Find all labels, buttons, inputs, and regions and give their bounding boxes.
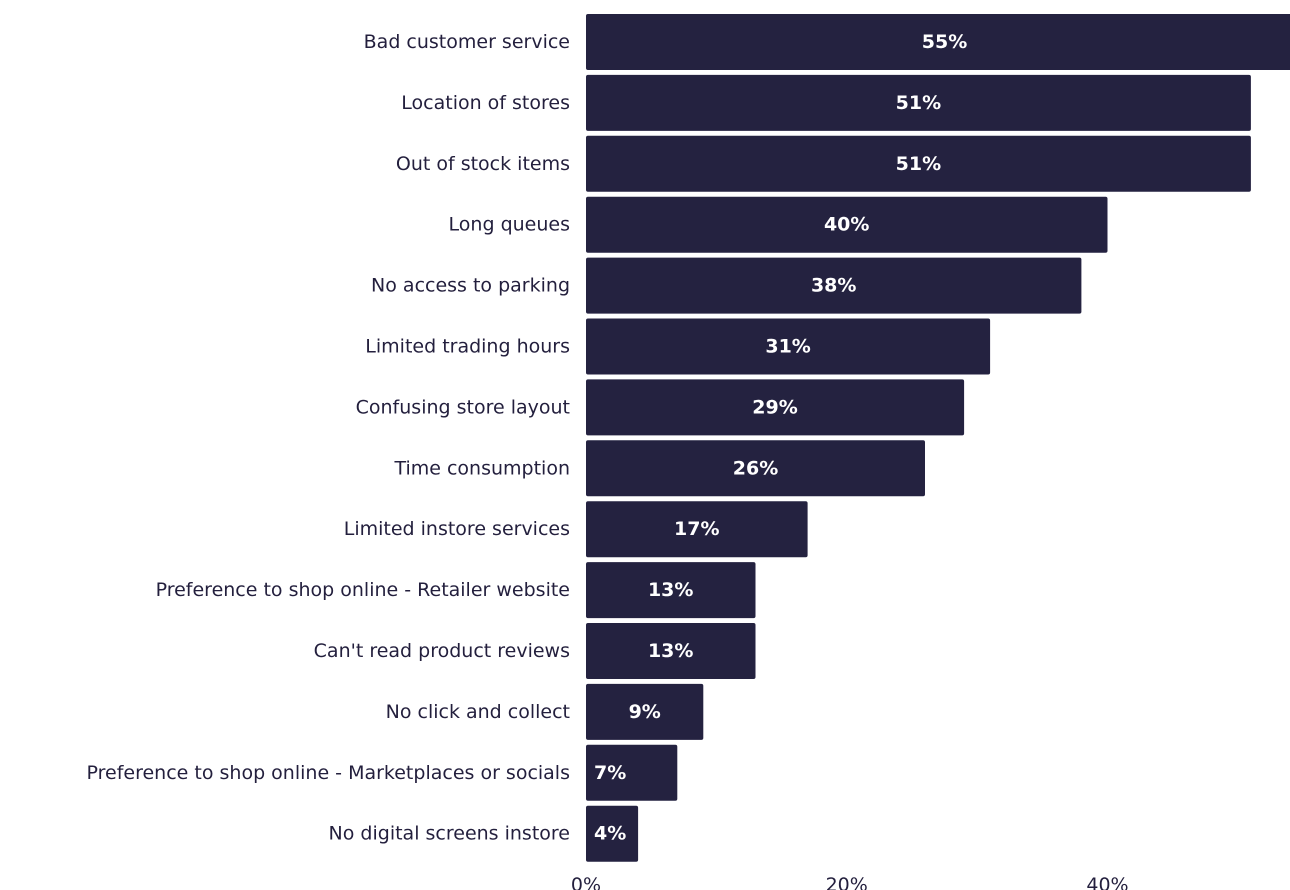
bar-10 (586, 623, 756, 679)
category-label-7: Time consumption (393, 457, 570, 479)
value-label-5: 31% (765, 336, 810, 358)
bar-11 (586, 683, 704, 740)
bar-2 (586, 135, 1251, 192)
bar-9 (586, 562, 756, 619)
category-label-6: Confusing store layout (356, 396, 570, 418)
value-label-3: 40% (824, 214, 869, 236)
category-label-4: No access to parking (371, 275, 570, 297)
bar-7 (586, 440, 925, 497)
category-label-1: Location of stores (401, 92, 570, 114)
category-label-2: Out of stock items (396, 153, 570, 175)
x-tick-label-1: 20% (826, 874, 868, 890)
bar-5 (586, 318, 991, 375)
value-label-10: 13% (648, 640, 693, 662)
category-label-10: Can't read product reviews (314, 640, 570, 662)
bar-3 (586, 196, 1108, 253)
value-label-8: 17% (674, 518, 719, 540)
value-label-1: 51% (896, 92, 941, 114)
category-label-3: Long queues (449, 214, 570, 236)
category-label-12: Preference to shop online - Marketplaces… (87, 762, 570, 784)
category-label-13: No digital screens instore (329, 823, 570, 845)
value-label-4: 38% (811, 275, 856, 297)
bar-1 (586, 74, 1251, 131)
bar-4 (586, 257, 1082, 314)
value-label-13: 4% (594, 823, 626, 845)
value-label-6: 29% (752, 396, 797, 418)
value-label-2: 51% (896, 153, 941, 175)
value-label-9: 13% (648, 579, 693, 601)
value-label-7: 26% (733, 457, 778, 479)
bar-0 (586, 14, 1290, 70)
bars-group (586, 14, 1290, 862)
category-labels-group: Bad customer service Location of stores Ou… (87, 31, 570, 845)
bar-8 (586, 501, 808, 558)
bar-13 (586, 805, 639, 862)
category-label-0: Bad customer service (364, 31, 570, 53)
x-tick-label-0: 0% (571, 874, 601, 890)
value-labels-group: 55% 51% 51% 40% 38% 31% 29% 26% 17% 13% 13% 9% 7% 4% (594, 31, 967, 845)
x-axis-ticks-group: 0% 20% 40% (571, 874, 1129, 890)
value-label-12: 7% (594, 762, 626, 784)
bar-12 (586, 744, 678, 801)
value-label-11: 9% (629, 701, 661, 723)
category-label-8: Limited instore services (344, 518, 570, 540)
bar-6 (586, 379, 965, 436)
category-label-11: No click and collect (386, 701, 570, 723)
value-label-0: 55% (922, 31, 967, 53)
x-tick-label-2: 40% (1086, 874, 1128, 890)
category-label-5: Limited trading hours (365, 336, 570, 358)
category-label-9: Preference to shop online - Retailer web… (156, 579, 570, 601)
